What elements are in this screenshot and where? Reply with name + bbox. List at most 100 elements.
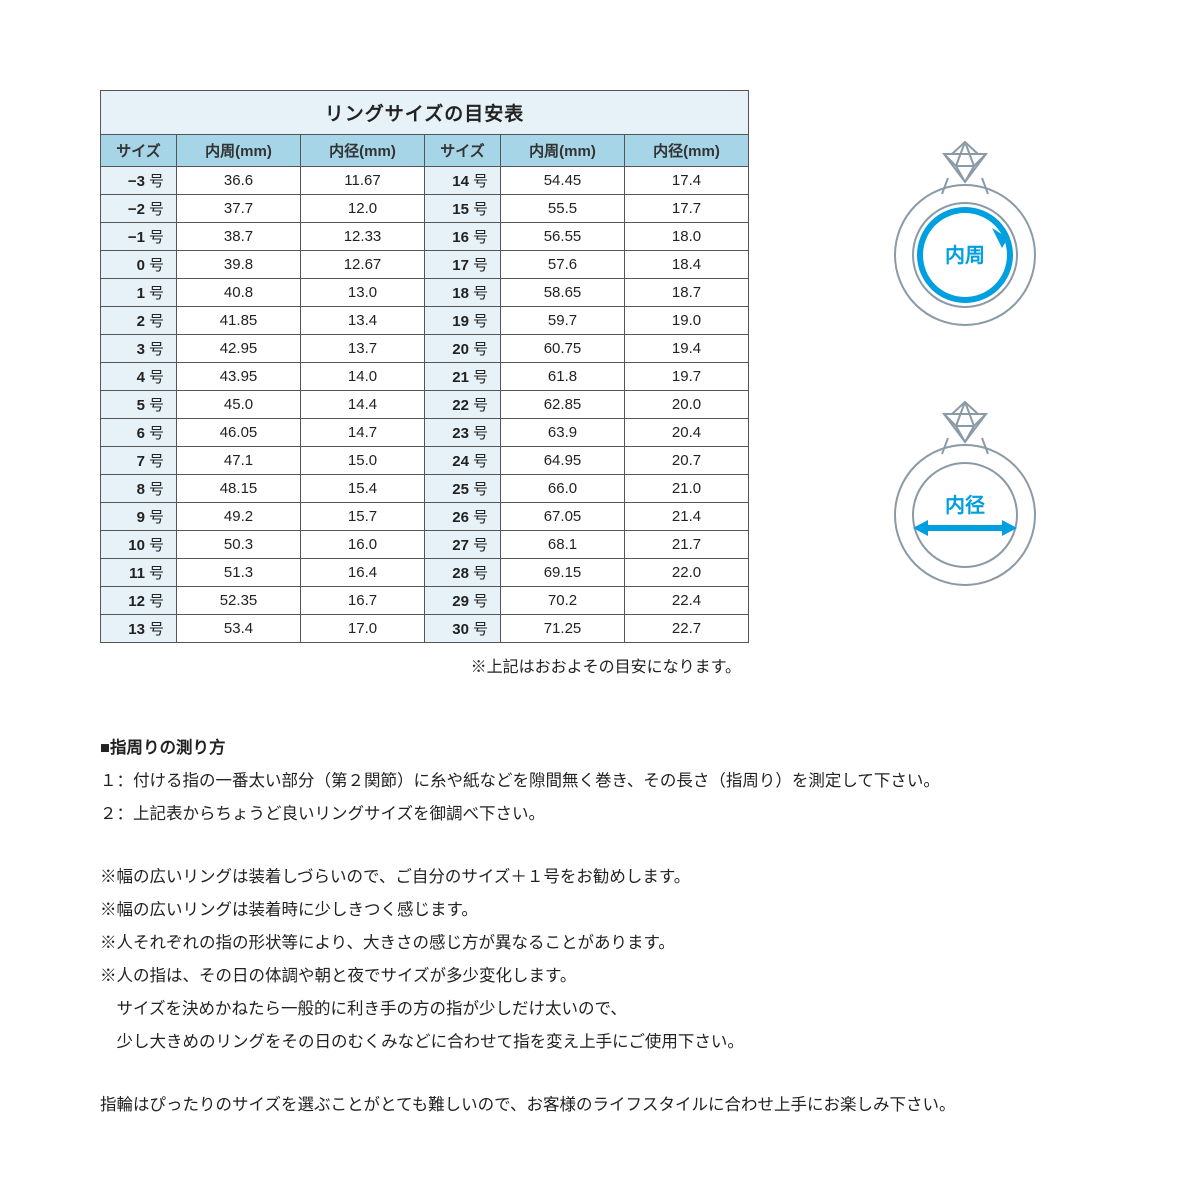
size-cell: 24号 bbox=[425, 447, 501, 475]
size-cell: 23号 bbox=[425, 419, 501, 447]
table-header-row: サイズ 内周(mm) 内径(mm) サイズ 内周(mm) 内径(mm) bbox=[101, 135, 749, 167]
note-line: サイズを決めかねたら一般的に利き手の方の指が少しだけ太いので、 bbox=[100, 993, 1120, 1026]
value-cell: 14.0 bbox=[301, 363, 425, 391]
table-footnote: ※上記はおおよその目安になります。 bbox=[100, 653, 749, 677]
value-cell: 13.4 bbox=[301, 307, 425, 335]
size-cell: 0号 bbox=[101, 251, 177, 279]
note-line: ※人それぞれの指の形状等により、大きさの感じ方が異なることがあります。 bbox=[100, 927, 1120, 960]
value-cell: 60.75 bbox=[501, 335, 625, 363]
table-row: 3号42.9513.720号60.7519.4 bbox=[101, 335, 749, 363]
value-cell: 15.7 bbox=[301, 503, 425, 531]
value-cell: 14.4 bbox=[301, 391, 425, 419]
size-cell: 9号 bbox=[101, 503, 177, 531]
col-header: サイズ bbox=[425, 135, 501, 167]
value-cell: 43.95 bbox=[177, 363, 301, 391]
size-cell: 13号 bbox=[101, 615, 177, 643]
value-cell: 19.4 bbox=[625, 335, 749, 363]
size-cell: 12号 bbox=[101, 587, 177, 615]
value-cell: 51.3 bbox=[177, 559, 301, 587]
value-cell: 18.0 bbox=[625, 223, 749, 251]
value-cell: 42.95 bbox=[177, 335, 301, 363]
table-row: 2号41.8513.419号59.719.0 bbox=[101, 307, 749, 335]
size-cell: 6号 bbox=[101, 419, 177, 447]
value-cell: 17.4 bbox=[625, 167, 749, 195]
value-cell: 20.7 bbox=[625, 447, 749, 475]
size-cell: 20号 bbox=[425, 335, 501, 363]
value-cell: 66.0 bbox=[501, 475, 625, 503]
instructions-body: ■指周りの測り方 １：付ける指の一番太い部分（第２関節）に糸や紙などを隙間無く巻… bbox=[100, 732, 1120, 1122]
size-cell: 10号 bbox=[101, 531, 177, 559]
value-cell: 47.1 bbox=[177, 447, 301, 475]
size-cell: 14号 bbox=[425, 167, 501, 195]
value-cell: 17.7 bbox=[625, 195, 749, 223]
value-cell: 54.45 bbox=[501, 167, 625, 195]
instructions-heading: ■指周りの測り方 bbox=[100, 732, 1120, 765]
value-cell: 40.8 bbox=[177, 279, 301, 307]
note-line: 少し大きめのリングをその日のむくみなどに合わせて指を変え上手にご使用下さい。 bbox=[100, 1026, 1120, 1059]
value-cell: 41.85 bbox=[177, 307, 301, 335]
value-cell: 64.95 bbox=[501, 447, 625, 475]
col-header: サイズ bbox=[101, 135, 177, 167]
value-cell: 37.7 bbox=[177, 195, 301, 223]
table-row: 7号47.115.024号64.9520.7 bbox=[101, 447, 749, 475]
value-cell: 15.4 bbox=[301, 475, 425, 503]
value-cell: 17.0 bbox=[301, 615, 425, 643]
table-title: リングサイズの目安表 bbox=[101, 91, 749, 135]
size-cell: 19号 bbox=[425, 307, 501, 335]
value-cell: 18.7 bbox=[625, 279, 749, 307]
size-cell: 29号 bbox=[425, 587, 501, 615]
value-cell: 22.7 bbox=[625, 615, 749, 643]
value-cell: 20.0 bbox=[625, 391, 749, 419]
value-cell: 56.55 bbox=[501, 223, 625, 251]
table-row: −2号37.712.015号55.517.7 bbox=[101, 195, 749, 223]
value-cell: 50.3 bbox=[177, 531, 301, 559]
size-cell: 30号 bbox=[425, 615, 501, 643]
col-header: 内周(mm) bbox=[501, 135, 625, 167]
table-row: 13号53.417.030号71.2522.7 bbox=[101, 615, 749, 643]
note-line: ※人の指は、その日の体調や朝と夜でサイズが多少変化します。 bbox=[100, 960, 1120, 993]
size-cell: −1号 bbox=[101, 223, 177, 251]
size-cell: 21号 bbox=[425, 363, 501, 391]
table-row: −3号36.611.6714号54.4517.4 bbox=[101, 167, 749, 195]
value-cell: 20.4 bbox=[625, 419, 749, 447]
value-cell: 58.65 bbox=[501, 279, 625, 307]
instruction-line: ２：上記表からちょうど良いリングサイズを御調べ下さい。 bbox=[100, 798, 1120, 831]
table-row: 0号39.812.6717号57.618.4 bbox=[101, 251, 749, 279]
value-cell: 16.7 bbox=[301, 587, 425, 615]
col-header: 内径(mm) bbox=[625, 135, 749, 167]
value-cell: 45.0 bbox=[177, 391, 301, 419]
value-cell: 18.4 bbox=[625, 251, 749, 279]
value-cell: 70.2 bbox=[501, 587, 625, 615]
table-row: 12号52.3516.729号70.222.4 bbox=[101, 587, 749, 615]
closing-line: 指輪はぴったりのサイズを選ぶことがとても難しいので、お客様のライフスタイルに合わ… bbox=[100, 1089, 1120, 1122]
table-row: 10号50.316.027号68.121.7 bbox=[101, 531, 749, 559]
col-header: 内径(mm) bbox=[301, 135, 425, 167]
size-cell: 2号 bbox=[101, 307, 177, 335]
note-line: ※幅の広いリングは装着しづらいので、ご自分のサイズ＋１号をお勧めします。 bbox=[100, 861, 1120, 894]
value-cell: 11.67 bbox=[301, 167, 425, 195]
ring-circumference-icon: 内周 bbox=[880, 140, 1050, 330]
value-cell: 22.0 bbox=[625, 559, 749, 587]
size-cell: 5号 bbox=[101, 391, 177, 419]
size-cell: 15号 bbox=[425, 195, 501, 223]
value-cell: 57.6 bbox=[501, 251, 625, 279]
value-cell: 48.15 bbox=[177, 475, 301, 503]
size-cell: 4号 bbox=[101, 363, 177, 391]
value-cell: 21.4 bbox=[625, 503, 749, 531]
size-cell: 3号 bbox=[101, 335, 177, 363]
size-cell: 17号 bbox=[425, 251, 501, 279]
value-cell: 19.7 bbox=[625, 363, 749, 391]
value-cell: 46.05 bbox=[177, 419, 301, 447]
table-row: 1号40.813.018号58.6518.7 bbox=[101, 279, 749, 307]
size-cell: 28号 bbox=[425, 559, 501, 587]
table-row: 11号51.316.428号69.1522.0 bbox=[101, 559, 749, 587]
value-cell: 22.4 bbox=[625, 587, 749, 615]
value-cell: 69.15 bbox=[501, 559, 625, 587]
size-cell: 22号 bbox=[425, 391, 501, 419]
size-cell: 27号 bbox=[425, 531, 501, 559]
size-cell: 18号 bbox=[425, 279, 501, 307]
ring-size-table-container: リングサイズの目安表 サイズ 内周(mm) 内径(mm) サイズ 内周(mm) … bbox=[100, 90, 749, 677]
value-cell: 67.05 bbox=[501, 503, 625, 531]
value-cell: 16.4 bbox=[301, 559, 425, 587]
ring-diameter-icon: 内径 bbox=[880, 400, 1050, 590]
